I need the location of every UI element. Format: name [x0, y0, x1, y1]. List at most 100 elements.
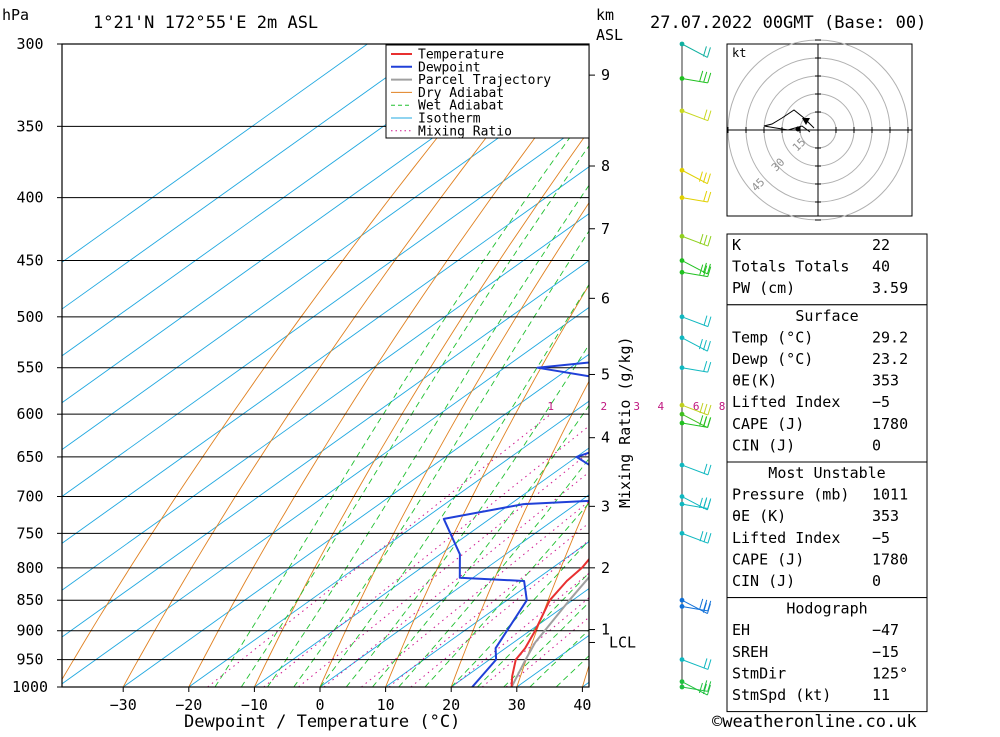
- hodograph-table-row-value: 125°: [872, 664, 908, 682]
- most-unstable-row-label: Lifted Index: [732, 529, 840, 547]
- wind-barb-feather: [699, 531, 704, 542]
- mixing-ratio-label: 3: [633, 400, 640, 413]
- wind-barb-feather: [699, 415, 704, 426]
- surface-box: [726, 304, 928, 463]
- isotherm-line: [62, 166, 589, 544]
- pressure-tick-label: 400: [16, 189, 43, 207]
- isotherm-line: [62, 44, 565, 404]
- isotherm-line: [62, 72, 589, 451]
- temperature-tick-label: −10: [241, 696, 268, 714]
- most-unstable-row-label: Pressure (mb): [732, 486, 849, 504]
- wet-adiabat-line: [345, 343, 589, 687]
- wind-barb-feather: [703, 416, 708, 427]
- wind-barbs: [679, 41, 712, 696]
- temperature-tick-label: 10: [377, 696, 395, 714]
- pressure-tick-label: 450: [16, 252, 43, 270]
- datetime-title: 27.07.2022 00GMT (Base: 00): [650, 13, 926, 33]
- wind-barb-feather: [707, 266, 712, 277]
- wind-barb-shaft: [681, 169, 708, 185]
- surface-row-value: 23.2: [872, 350, 908, 368]
- wind-level-dot: [679, 167, 685, 173]
- wet-adiabat-line: [293, 230, 589, 687]
- lcl-label: LCL: [609, 633, 636, 651]
- mixing-ratio-label: 8: [719, 400, 726, 413]
- pressure-tick-label: 550: [16, 359, 43, 377]
- wind-level-dot: [679, 530, 685, 536]
- wind-barb-feather: [707, 464, 712, 476]
- wind-barb-shaft: [681, 413, 708, 429]
- most-unstable-row-value: 353: [872, 507, 899, 525]
- wind-barb-feather: [706, 47, 711, 58]
- wind-barb-feather: [707, 659, 712, 670]
- km-tick-label: 1: [601, 621, 610, 639]
- surface-row-label: Temp (°C): [732, 328, 813, 346]
- temperature-axis: −30 −20 −10 0 10 20 30 40: [110, 687, 591, 714]
- wind-level-dot: [679, 335, 685, 341]
- legend-label: Temperature: [418, 48, 504, 63]
- wind-barb-feather: [703, 71, 708, 82]
- indices-row-value: 3.59: [872, 279, 908, 297]
- wind-barb-shaft: [681, 503, 708, 509]
- wind-level-dot: [679, 233, 685, 239]
- wind-level-dot: [679, 420, 685, 426]
- wind-barb-feather: [707, 498, 712, 509]
- hodograph-point: [795, 126, 801, 132]
- wind-barb-feather: [702, 172, 707, 183]
- hodograph-table-title: Hodograph: [786, 600, 867, 618]
- surface-row-label: CAPE (J): [732, 415, 804, 433]
- wind-barb-shaft: [681, 686, 708, 692]
- surface-row-value: 1780: [872, 415, 908, 433]
- pressure-tick-label: 600: [16, 405, 43, 423]
- wind-level-dot: [679, 258, 685, 263]
- indices-box: [726, 233, 928, 306]
- most-unstable-title: Most Unstable: [768, 464, 885, 482]
- wind-level-dot: [679, 684, 685, 690]
- pressure-tick-label: 1000: [12, 678, 48, 696]
- wind-barb-feather: [698, 682, 703, 694]
- stability-tables: K 22 Totals Totals 40 PW (cm) 3.59 Surface Temp…: [726, 233, 928, 713]
- wind-level-dot: [679, 494, 685, 499]
- wind-barb-feather: [703, 109, 708, 120]
- wind-level-dot: [679, 76, 685, 81]
- wind-level-dot: [679, 501, 685, 507]
- wind-barb-shaft: [681, 77, 708, 84]
- mixing-ratio-line: [410, 539, 589, 687]
- hodograph-table-row-label: StmDir: [732, 664, 786, 682]
- mixing-ratio-line: [361, 500, 589, 687]
- indices-row-label: PW (cm): [732, 279, 795, 297]
- wind-barb-shaft: [681, 271, 708, 278]
- temperature-tick-label: 40: [573, 696, 591, 714]
- wind-barb-feather: [707, 110, 712, 121]
- storm-motion-marker: [802, 118, 810, 125]
- km-tick-label: 8: [601, 157, 610, 175]
- km-unit-label: km: [596, 6, 614, 24]
- isotherm-line: [62, 260, 589, 638]
- surface-row-label: Lifted Index: [732, 393, 840, 411]
- wind-barb-feather: [702, 46, 707, 57]
- most-unstable-row-label: CAPE (J): [732, 550, 804, 568]
- mixing-ratio-line: [207, 413, 552, 687]
- wind-barb-feather: [707, 533, 712, 544]
- wind-barb-feather: [706, 173, 711, 184]
- wind-level-dot: [679, 597, 685, 603]
- wind-barb-feather: [698, 171, 703, 182]
- surface-row-label: CIN (J): [732, 436, 795, 454]
- pressure-axis: 300 350 400 450 500 550 600 650 700 750 800 850 900 9…: [12, 35, 62, 696]
- km-tick-label: 9: [601, 66, 610, 84]
- wind-barb-shaft: [681, 422, 708, 428]
- wind-barb-feather: [702, 683, 707, 695]
- wind-barb-feather: [703, 497, 708, 508]
- x-axis-label: Dewpoint / Temperature (°C): [184, 712, 460, 732]
- wind-barb-feather: [703, 680, 708, 691]
- surface-row-value: 0: [872, 436, 881, 454]
- hodograph-table-box: [726, 597, 928, 713]
- wind-barb-feather: [702, 340, 707, 351]
- wind-barb-shaft: [681, 605, 708, 612]
- most-unstable-row-label: θE (K): [732, 507, 786, 525]
- temperature-tick-label: 20: [442, 696, 460, 714]
- wind-level-dot: [679, 604, 685, 609]
- wind-barb-feather: [707, 681, 712, 692]
- isotherm-line: [62, 44, 368, 263]
- wind-barb-feather: [699, 264, 704, 275]
